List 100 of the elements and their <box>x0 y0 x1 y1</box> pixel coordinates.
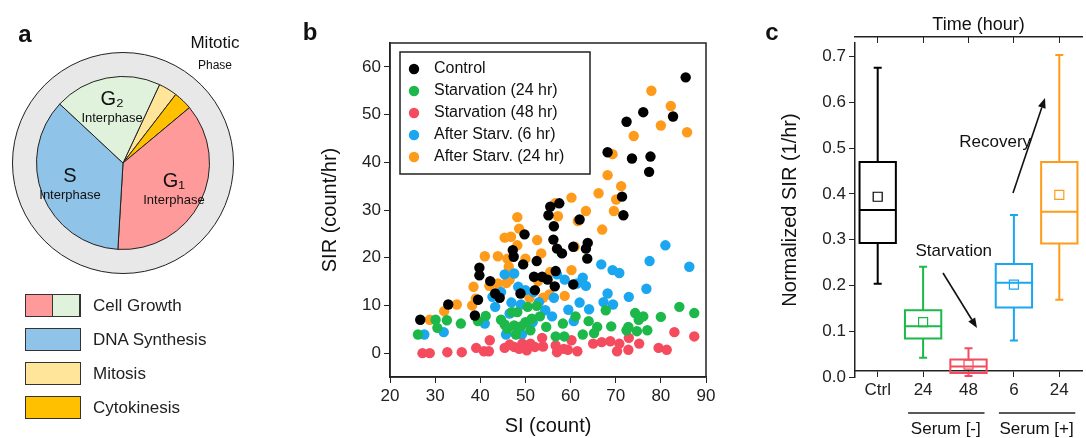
point <box>646 85 657 96</box>
y-tick-label: 20 <box>362 247 381 267</box>
point <box>665 100 676 112</box>
point <box>642 325 653 336</box>
point <box>451 299 463 310</box>
y-axis-title: Normalized SIR (1/hr) <box>777 113 800 307</box>
point <box>568 279 579 290</box>
point <box>471 342 482 354</box>
y-tick-label: 0.4 <box>822 183 846 203</box>
point <box>623 291 635 303</box>
annotation: Recovery <box>959 132 1032 151</box>
point <box>580 205 592 217</box>
point <box>537 341 549 352</box>
point <box>508 251 519 262</box>
y-tick-label: 10 <box>362 295 381 315</box>
point <box>485 275 496 287</box>
point <box>605 336 616 347</box>
point <box>583 304 595 315</box>
chart-title: Time (hour) <box>932 14 1025 34</box>
point <box>674 301 685 313</box>
point <box>607 299 619 310</box>
point <box>512 211 523 223</box>
point <box>618 210 629 221</box>
legend-label: After Starv. (6 hr) <box>434 125 556 143</box>
point <box>480 310 491 322</box>
x-tick-label: 60 <box>561 385 581 405</box>
point <box>602 147 613 158</box>
point <box>536 248 547 259</box>
point <box>456 346 467 358</box>
point <box>559 274 570 285</box>
y-tick-label: 0.2 <box>822 275 846 295</box>
slice-label: G₂ Interphase <box>81 86 143 125</box>
point <box>515 288 526 299</box>
point <box>626 153 638 164</box>
point <box>587 338 599 349</box>
legend-label: After Starv. (24 hr) <box>434 147 565 165</box>
point <box>489 301 501 313</box>
point <box>641 283 652 294</box>
text: a <box>18 20 33 47</box>
point <box>517 259 529 270</box>
point <box>554 198 565 209</box>
y-tick-label: 40 <box>362 151 381 171</box>
point <box>492 251 504 262</box>
point <box>577 272 588 283</box>
point <box>570 311 581 322</box>
text: Serum [+] <box>999 419 1074 438</box>
x-tick-label: 70 <box>606 385 626 405</box>
legend-label: Cytokinesis <box>93 397 180 418</box>
y-tick-label: 0 <box>371 342 381 362</box>
point <box>484 335 495 346</box>
x-tick-label: Ctrl <box>864 379 891 399</box>
point <box>534 311 546 322</box>
point <box>644 255 655 267</box>
point <box>510 329 522 340</box>
point <box>531 300 542 312</box>
point <box>669 326 680 338</box>
legend-label: Starvation (48 hr) <box>434 103 558 121</box>
point <box>606 321 617 332</box>
point <box>596 259 607 270</box>
annotation: Starvation <box>915 241 993 260</box>
point <box>549 281 560 292</box>
x-tick-label: 50 <box>515 385 535 405</box>
point <box>689 331 700 342</box>
legend-label: Starvation (24 hr) <box>434 81 558 99</box>
text: b <box>302 18 318 45</box>
point <box>602 288 613 299</box>
point <box>680 72 691 83</box>
text: Serum [-] <box>910 419 981 438</box>
x-tick-label: 40 <box>470 385 490 405</box>
point <box>508 268 520 279</box>
point <box>455 318 467 329</box>
point <box>566 264 577 276</box>
y-tick-label: 0.6 <box>822 92 846 112</box>
point <box>616 191 628 202</box>
legend-label: Control <box>434 59 486 77</box>
point <box>633 338 645 349</box>
point <box>631 325 643 337</box>
x-tick-label: 24 <box>1049 379 1069 399</box>
point <box>548 221 560 232</box>
point <box>443 299 454 310</box>
x-tick-label: 24 <box>913 379 933 399</box>
y-axis-title: SIR (count/hr) <box>317 147 340 273</box>
point <box>655 120 667 131</box>
point <box>441 315 453 326</box>
point <box>623 344 634 355</box>
point <box>557 318 569 329</box>
point <box>667 111 679 122</box>
point <box>469 310 481 321</box>
point <box>684 261 695 272</box>
point <box>531 255 542 267</box>
legend-label: Mitosis <box>93 363 146 384</box>
point <box>506 297 517 308</box>
point <box>643 166 655 178</box>
point <box>548 234 559 245</box>
x-axis-title: SI (count) <box>504 413 592 436</box>
point <box>593 188 604 199</box>
point <box>572 346 583 357</box>
point <box>681 127 693 138</box>
point <box>592 321 603 333</box>
point <box>442 346 453 358</box>
